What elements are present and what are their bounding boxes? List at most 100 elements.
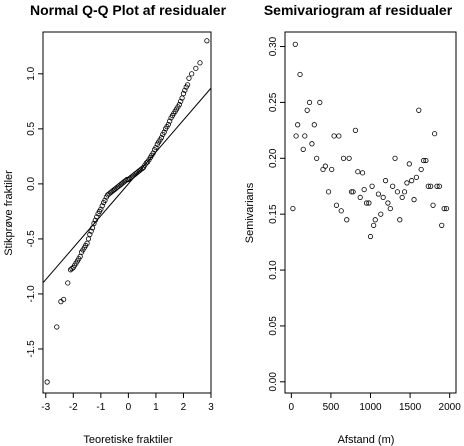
- sv-point: [380, 194, 386, 201]
- qq-point: [123, 177, 129, 184]
- sv-point: [439, 222, 445, 228]
- semivariogram-panel: Semivariogram af residualer 0 500 1000 1500…: [244, 2, 461, 446]
- sv-point: [367, 233, 374, 240]
- sv-point: [413, 174, 420, 180]
- qq-point: [54, 324, 60, 330]
- qq-y-axis: -1.5 -1.0 -0.5 0.0 0.5 1.0: [26, 66, 43, 358]
- sv-point: [378, 211, 384, 217]
- sv-point: [366, 200, 372, 206]
- sv-x-tick-label: 2000: [439, 402, 462, 413]
- qq-point: [94, 214, 100, 220]
- sv-point: [359, 170, 366, 176]
- qq-reference-line: [42, 87, 212, 284]
- qq-plot-frame: [42, 31, 212, 394]
- semivariogram-y-axis: 0.00 0.05 0.10 0.15 0.20 0.25 0.30: [268, 36, 285, 392]
- semivariogram-x-axis: 0 500 1000 1500 2000: [289, 393, 462, 413]
- sv-point: [357, 194, 363, 201]
- sv-point: [348, 189, 355, 195]
- sv-point: [331, 133, 337, 139]
- sv-point: [375, 191, 382, 197]
- sv-point: [406, 161, 412, 167]
- sv-point: [430, 202, 436, 208]
- qq-y-label: Stikprøve fraktiler: [3, 170, 15, 256]
- qq-point: [99, 203, 105, 209]
- sv-y-tick-label: 0.05: [268, 316, 279, 336]
- qq-x-tick-label: -3: [41, 402, 50, 413]
- sv-point: [418, 166, 424, 173]
- qq-point: [44, 379, 50, 385]
- sv-point: [329, 166, 335, 173]
- sv-point: [306, 99, 313, 106]
- sv-point: [369, 183, 375, 189]
- qq-point: [92, 217, 98, 223]
- qq-x-axis: -3 -2 -1 0 1 2 3: [41, 393, 214, 413]
- sv-y-tick-label: 0.00: [268, 372, 279, 392]
- qq-y-tick-label: -0.5: [26, 230, 37, 248]
- sv-point: [423, 157, 429, 164]
- semivariogram-x-label: Afstand (m): [338, 434, 395, 446]
- qq-x-tick-label: 2: [181, 402, 187, 413]
- sv-point: [404, 180, 410, 186]
- qq-x-tick-label: -2: [69, 402, 78, 413]
- qq-y-tick-label: -1.5: [26, 340, 37, 358]
- qq-point: [150, 150, 156, 156]
- qq-point: [180, 91, 187, 97]
- qq-point: [167, 118, 173, 124]
- sv-point: [314, 155, 320, 161]
- qq-point: [143, 160, 149, 166]
- sv-point: [320, 166, 326, 173]
- semivariogram-points: [290, 41, 450, 240]
- qq-point: [189, 71, 195, 77]
- sv-point: [304, 107, 310, 113]
- sv-point: [338, 208, 344, 214]
- qq-x-tick-label: 1: [153, 402, 159, 413]
- sv-point: [425, 183, 431, 189]
- sv-point: [390, 183, 396, 189]
- qq-x-tick-label: 0: [126, 402, 132, 413]
- sv-point: [382, 178, 389, 184]
- sv-point: [387, 205, 393, 212]
- qq-point: [98, 206, 104, 212]
- qq-point: [186, 75, 192, 81]
- sv-point: [432, 131, 438, 137]
- sv-point: [300, 146, 306, 152]
- sv-point: [372, 217, 378, 223]
- sv-point: [333, 202, 340, 208]
- qq-y-tick-label: -1.0: [26, 285, 37, 303]
- qq-x-label: Teoretiske fraktiler: [83, 434, 173, 446]
- sv-point: [311, 122, 317, 128]
- qq-y-tick-label: 1.0: [26, 66, 37, 80]
- sv-point: [336, 133, 342, 139]
- semivariogram-title: Semivariogram af residualer: [264, 2, 453, 18]
- sv-point: [290, 205, 296, 212]
- qq-points: [44, 38, 210, 385]
- sv-point: [416, 107, 422, 113]
- sv-y-tick-label: 0.10: [268, 260, 279, 280]
- semivariogram-plot-frame: [284, 31, 457, 394]
- sv-x-tick-label: 500: [323, 402, 340, 413]
- qq-panel: Normal Q-Q Plot af residualer -3 -2 -1 0 1 2 3…: [3, 2, 227, 446]
- qq-point: [139, 165, 145, 172]
- sv-point: [352, 127, 359, 133]
- sv-point: [293, 133, 299, 139]
- sv-point: [292, 41, 298, 47]
- sv-point: [346, 155, 352, 161]
- sv-point: [434, 183, 440, 189]
- qq-point: [193, 65, 199, 71]
- qq-point: [153, 144, 159, 151]
- qq-point: [182, 87, 188, 93]
- sv-point: [361, 186, 367, 193]
- qq-point: [178, 98, 184, 104]
- sv-point: [436, 183, 442, 189]
- sv-point: [344, 217, 350, 223]
- sv-point: [385, 200, 391, 206]
- sv-point: [371, 222, 377, 228]
- sv-point: [350, 189, 356, 195]
- sv-point: [399, 194, 405, 201]
- qq-point: [204, 38, 210, 44]
- qq-y-tick-label: 0.0: [26, 176, 37, 190]
- qq-point: [85, 236, 92, 242]
- sv-point: [411, 197, 417, 203]
- qq-point: [102, 197, 108, 203]
